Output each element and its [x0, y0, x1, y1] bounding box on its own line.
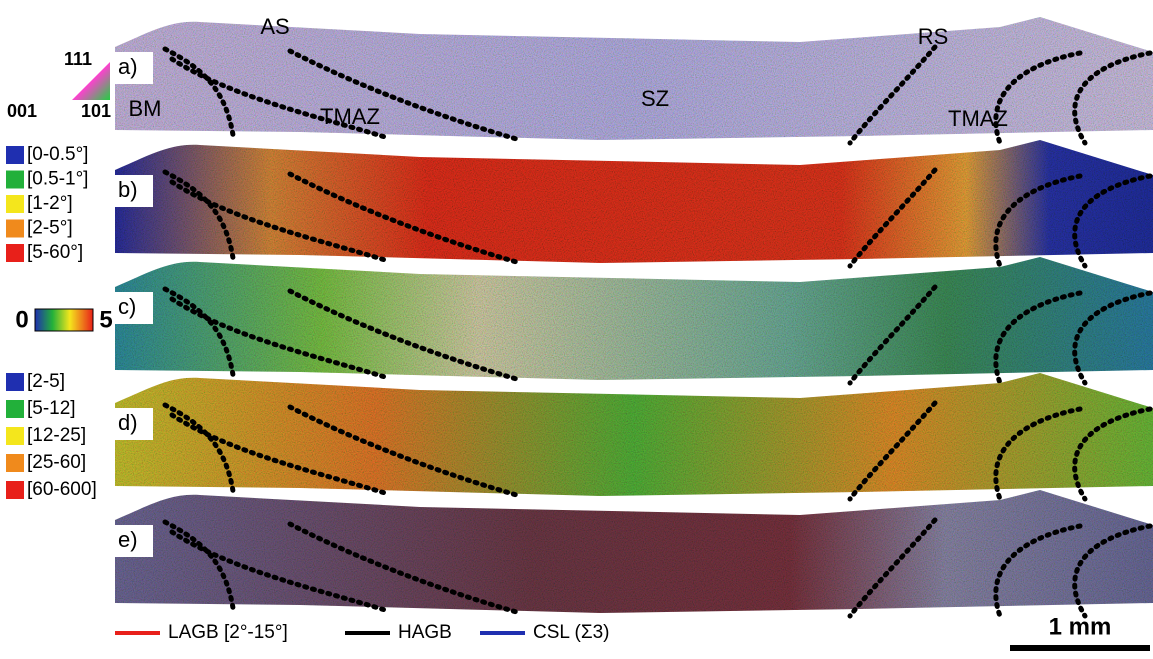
legend-swatch — [6, 219, 24, 238]
legend-swatch — [6, 195, 24, 213]
panel-map — [115, 140, 1153, 266]
legend-swatch — [6, 146, 24, 164]
panel-label: e) — [118, 527, 138, 552]
legend-label: [0-0.5°] — [27, 144, 88, 165]
annotation: TMAZ — [320, 104, 380, 129]
legend-swatch — [6, 244, 24, 262]
annotation: TMAZ — [948, 106, 1008, 131]
legend-label: [5-12] — [27, 398, 76, 419]
legend-label: [60-600] — [27, 479, 97, 500]
legend-swatch — [6, 170, 24, 189]
colorbar-label: 0 — [15, 306, 28, 333]
legend-label: [12-25] — [27, 425, 86, 446]
panel-label-box — [113, 52, 153, 84]
annotation: SZ — [641, 86, 669, 111]
legend-label: [2-5°] — [27, 218, 73, 239]
annotation: RS — [918, 24, 949, 49]
panels — [115, 17, 1153, 616]
legend-swatch — [6, 373, 24, 391]
legend-label: HAGB — [398, 622, 452, 643]
panel-map — [115, 373, 1153, 499]
legend-swatch — [6, 454, 24, 472]
legend-swatch — [6, 481, 24, 499]
legend-label: [1-2°] — [27, 193, 73, 214]
panel-label-box — [113, 525, 153, 557]
annotation: AS — [260, 14, 289, 39]
colorbar — [34, 308, 94, 332]
legend-label: [2-5] — [27, 371, 65, 392]
panel-label: c) — [118, 294, 136, 319]
panel-label: a) — [118, 54, 138, 79]
ipf-label: 001 — [7, 101, 37, 121]
panel-label-box — [113, 408, 153, 440]
legend-swatch — [6, 400, 24, 418]
legend-label: [5-60°] — [27, 242, 83, 263]
legend-label: [25-60] — [27, 452, 86, 473]
panel-label: d) — [118, 410, 138, 435]
annotation: BM — [129, 96, 162, 121]
panel-map — [115, 490, 1153, 616]
panel-map — [115, 257, 1153, 383]
panel-label: b) — [118, 177, 138, 202]
legend-swatch — [6, 427, 24, 445]
ipf-label: 101 — [81, 101, 111, 121]
legend-label: [0.5-1°] — [27, 169, 88, 190]
legend-label: LAGB [2°-15°] — [168, 622, 288, 643]
ipf-label: 111 — [64, 49, 92, 69]
panel-label-box — [113, 175, 153, 207]
panel-label-box — [113, 292, 153, 324]
colorbar-label: 5 — [99, 306, 112, 333]
ipf-triangle — [72, 62, 110, 100]
legend-label: CSL (Σ3) — [533, 622, 610, 643]
scale-bar-label: 1 mm — [1049, 613, 1112, 640]
